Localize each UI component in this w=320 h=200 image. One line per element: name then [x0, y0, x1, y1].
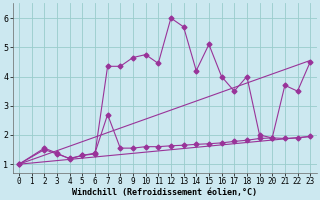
X-axis label: Windchill (Refroidissement éolien,°C): Windchill (Refroidissement éolien,°C): [72, 188, 257, 197]
